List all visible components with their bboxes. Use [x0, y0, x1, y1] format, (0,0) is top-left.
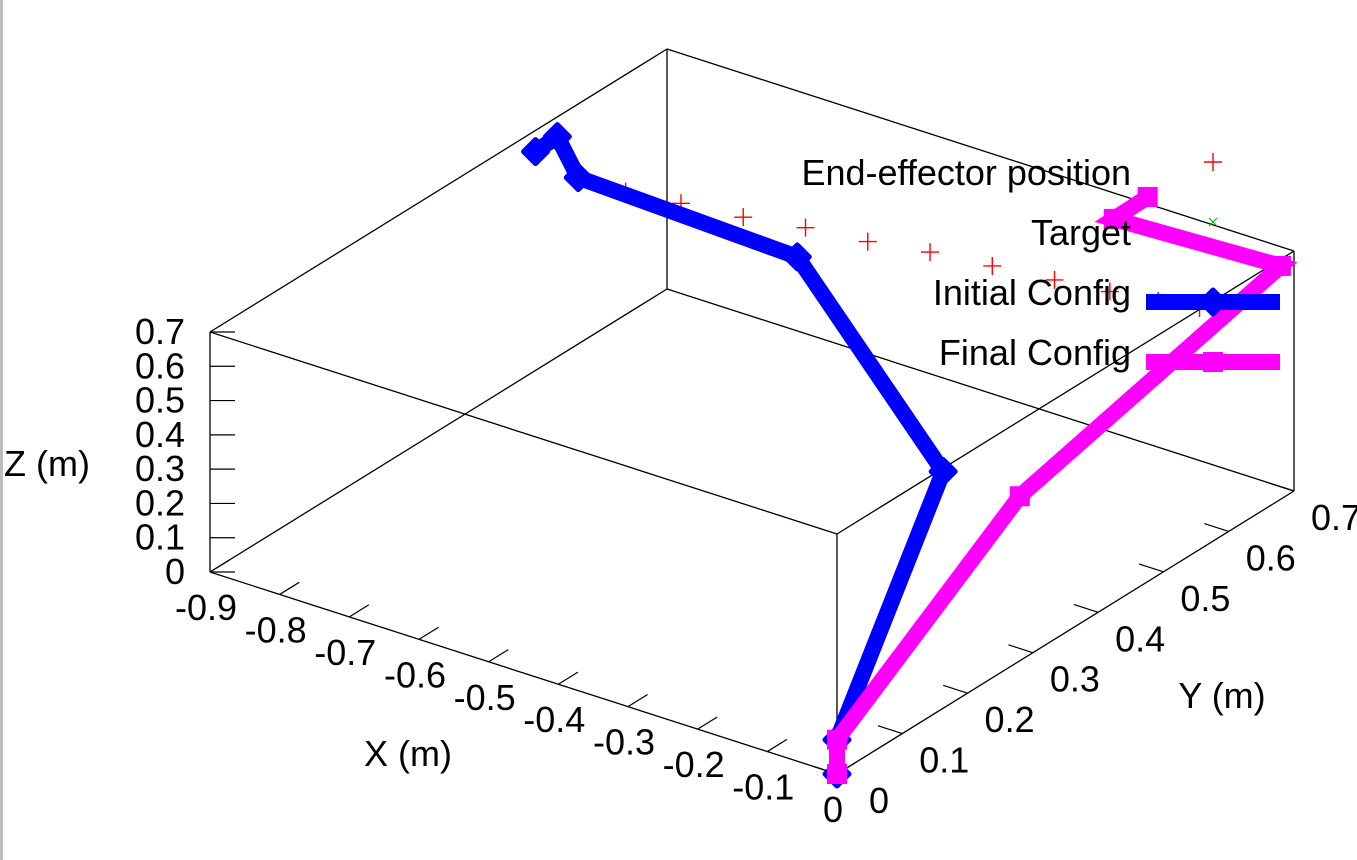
x-tick-label: -0.2 [663, 744, 725, 785]
z-tick-label: 0.2 [135, 482, 185, 523]
point-marker [827, 729, 847, 750]
point-marker [1204, 153, 1222, 171]
point-marker [1137, 187, 1158, 208]
legend-key [1208, 217, 1218, 227]
point-marker [542, 122, 572, 152]
x-tick [767, 738, 788, 753]
legend-key [1146, 287, 1280, 317]
z-tick-label: 0.4 [135, 414, 185, 455]
point-marker [734, 208, 753, 227]
x-tick-label: -0.4 [523, 699, 585, 740]
z-tick-label: 0.5 [135, 380, 185, 421]
box-edge [836, 490, 1295, 775]
point-marker [563, 163, 593, 193]
x-tick-label: 0 [823, 789, 843, 830]
x-tick [209, 559, 230, 573]
z-axis-label: Z (m) [4, 443, 90, 484]
x-tick-label: -0.3 [593, 722, 655, 763]
bounding-box [209, 48, 1295, 775]
legend-label: Target [1031, 212, 1131, 253]
y-tick-label: 0.3 [1050, 659, 1100, 700]
z-tick-label: 0.1 [135, 517, 185, 558]
series-layer [521, 122, 1298, 789]
point-marker [1270, 255, 1291, 276]
point-marker [1203, 352, 1223, 372]
tick-labels: -0.9-0.8-0.7-0.6-0.5-0.4-0.3-0.2-0.10 00.… [135, 311, 1357, 830]
y-tick-label: 0.2 [985, 699, 1035, 740]
x-tick [627, 694, 648, 708]
y-tick-label: 0.1 [919, 740, 969, 781]
window-edge [0, 0, 3, 860]
point-marker [1009, 486, 1030, 507]
legend-key [1146, 352, 1280, 372]
point-marker [1198, 287, 1228, 317]
series-3 [827, 187, 1298, 784]
box-edge [666, 288, 1295, 492]
series-2 [521, 122, 958, 789]
box-edge [209, 331, 838, 535]
y-tick [943, 684, 968, 694]
box-edge [209, 571, 838, 775]
z-tick-label: 0.3 [135, 448, 185, 489]
y-tick [1073, 603, 1099, 613]
point-marker [1208, 217, 1218, 227]
y-tick-label: 0.5 [1180, 578, 1230, 619]
x-tick [349, 604, 370, 618]
point-marker [1100, 282, 1119, 301]
x-tick-label: -0.9 [175, 587, 237, 628]
legend-label: Final Config [939, 332, 1131, 373]
point-marker [1103, 208, 1124, 229]
y-tick-label: 0 [869, 780, 889, 821]
point-marker [521, 137, 551, 167]
legend-label: Initial Config [933, 272, 1131, 313]
y-tick-label: 0.7 [1311, 497, 1357, 538]
x-tick [697, 716, 718, 730]
x-tick-label: -0.8 [245, 609, 307, 650]
z-tick-label: 0.7 [135, 311, 185, 352]
point-marker [1045, 270, 1064, 289]
box-edge [209, 288, 668, 573]
x-tick-label: -0.6 [384, 654, 446, 695]
y-tick [1204, 523, 1229, 532]
point-marker [921, 243, 940, 262]
y-axis-label: Y (m) [1178, 675, 1265, 716]
point-marker [782, 242, 812, 272]
x-tick-label: -0.7 [314, 632, 376, 673]
y-tick [1008, 644, 1034, 654]
x-tick-label: -0.1 [732, 767, 794, 808]
y-tick [1138, 563, 1164, 573]
x-tick [279, 581, 300, 595]
point-marker [858, 232, 877, 251]
y-tick-label: 0.4 [1115, 618, 1165, 659]
legend-label: End-effector position [801, 152, 1131, 193]
x-tick [488, 649, 509, 663]
point-marker [827, 764, 847, 784]
z-tick-label: 0 [165, 551, 185, 592]
z-tick-label: 0.6 [135, 345, 185, 386]
point-marker [983, 256, 1002, 275]
x-axis-label: X (m) [364, 733, 452, 774]
x-tick [558, 671, 579, 685]
point-marker [796, 218, 815, 237]
y-tick [877, 725, 903, 735]
x-tick-label: -0.5 [454, 677, 516, 718]
legend: End-effector position Target Initial Confi… [801, 152, 1280, 373]
y-tick [1269, 482, 1295, 492]
x-tick [418, 626, 439, 640]
legend-key [1204, 153, 1222, 171]
box-edge [209, 48, 668, 333]
box-edge [666, 48, 1295, 252]
y-tick-label: 0.6 [1246, 537, 1296, 578]
point-marker [928, 457, 958, 487]
